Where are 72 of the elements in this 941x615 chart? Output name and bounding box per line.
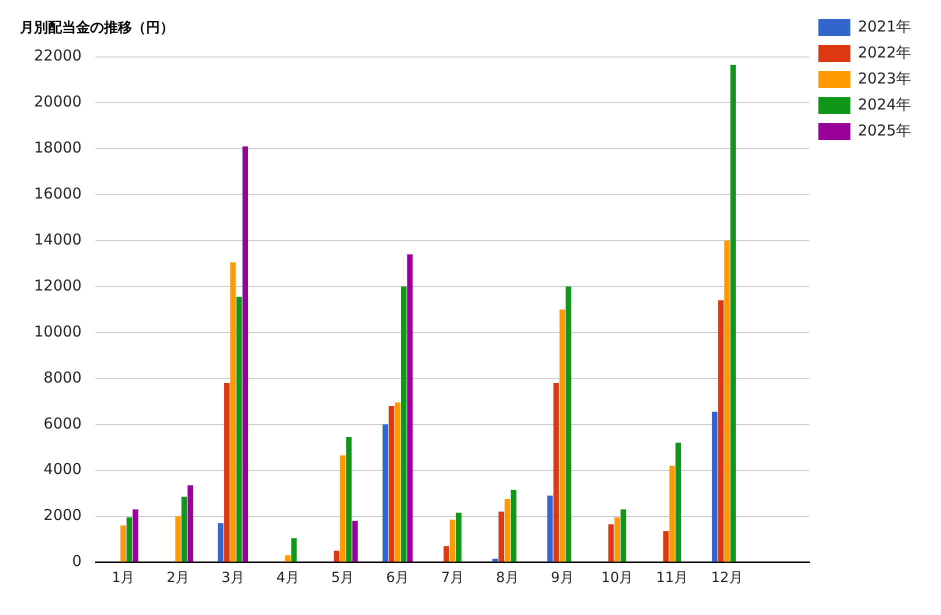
bar	[224, 383, 230, 562]
bar	[553, 383, 559, 562]
bar	[236, 296, 242, 562]
x-tick-label: 1月	[112, 570, 135, 586]
bar	[730, 64, 736, 562]
bar	[608, 524, 614, 562]
bar	[175, 516, 181, 562]
bar	[188, 485, 194, 562]
bar	[334, 550, 340, 562]
x-tick-label: 2月	[166, 570, 190, 586]
x-tick-label: 9月	[550, 570, 574, 586]
y-tick-label: 12000	[34, 276, 82, 294]
x-tick-label: 4月	[276, 570, 300, 586]
legend-label: 2025年	[858, 121, 912, 140]
bar	[230, 262, 236, 562]
bar	[675, 442, 682, 562]
legend-label: 2023年	[858, 69, 912, 88]
bar	[498, 512, 504, 562]
bar	[407, 254, 413, 562]
y-tick-label: 4000	[44, 460, 82, 478]
bar	[620, 509, 626, 562]
y-tick-label: 2000	[44, 506, 82, 524]
legend-label: 2022年	[858, 43, 912, 62]
bar	[663, 531, 669, 562]
x-tick-label: 12月	[711, 570, 743, 586]
x-tick-label: 3月	[221, 570, 244, 586]
bar	[218, 523, 224, 562]
x-tick-label: 6月	[386, 570, 410, 586]
bar	[444, 546, 450, 562]
bar	[560, 310, 566, 562]
chart-title: 月別配当金の推移（円）	[19, 20, 174, 36]
bar	[510, 490, 516, 562]
bar	[456, 512, 462, 562]
bar	[291, 538, 297, 562]
bar	[401, 286, 407, 562]
y-tick-label: 10000	[34, 322, 82, 340]
y-tick-label: 22000	[34, 46, 82, 65]
bar	[181, 496, 187, 562]
bar	[388, 406, 394, 562]
bar	[242, 146, 248, 562]
legend-label: 2024年	[858, 95, 912, 114]
legend-label: 2021年	[858, 17, 912, 36]
y-tick-label: 0	[72, 552, 82, 570]
x-tick-label: 7月	[441, 570, 464, 586]
x-tick-label: 8月	[496, 570, 519, 586]
bar	[450, 520, 456, 562]
bar	[120, 525, 126, 562]
y-tick-label: 18000	[34, 138, 82, 157]
bar	[718, 300, 724, 562]
y-tick-label: 16000	[34, 184, 82, 203]
bar	[382, 424, 388, 562]
y-tick-label: 6000	[44, 414, 82, 432]
bar	[132, 509, 138, 562]
bar	[712, 412, 718, 562]
bar	[285, 555, 291, 562]
bar	[566, 286, 572, 562]
y-tick-label: 14000	[34, 230, 82, 248]
x-tick-label: 11月	[656, 570, 688, 586]
y-tick-label: 8000	[44, 368, 82, 386]
bar	[614, 517, 620, 562]
x-tick-label: 10月	[601, 570, 634, 586]
bar	[724, 240, 730, 562]
bar	[669, 466, 675, 562]
bar	[126, 517, 132, 562]
bar	[504, 499, 510, 562]
bar	[352, 520, 358, 562]
bar	[547, 496, 553, 562]
x-tick-label: 5月	[331, 570, 354, 586]
y-tick-label: 20000	[34, 92, 82, 111]
bar	[346, 437, 352, 562]
bar	[340, 455, 346, 562]
bar	[394, 402, 400, 562]
